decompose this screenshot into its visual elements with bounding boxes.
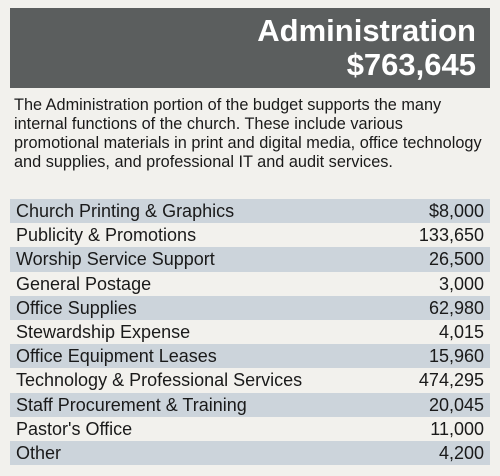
item-name: Staff Procurement & Training	[16, 394, 247, 415]
table-row: Office Supplies 62,980	[10, 295, 490, 320]
item-amount: 133,650	[418, 225, 484, 246]
item-amount: 26,500	[428, 249, 484, 270]
item-amount: $8,000	[428, 201, 484, 221]
table-row: General Postage 3,000	[10, 272, 490, 296]
item-amount: 4,200	[438, 442, 484, 463]
item-amount: 15,960	[428, 346, 484, 367]
table-row: Worship Service Support 26,500	[10, 247, 490, 272]
item-name: Technology & Professional Services	[16, 370, 303, 391]
item-amount: 4,015	[438, 321, 484, 342]
table-row: Church Printing & Graphics $8,000	[10, 199, 490, 224]
table-row: Other 4,200	[10, 440, 490, 466]
table-row: Stewardship Expense 4,015	[10, 320, 490, 344]
item-name: Church Printing & Graphics	[16, 201, 235, 221]
item-name: Other	[16, 442, 62, 463]
item-amount: 20,045	[428, 394, 484, 415]
item-name: Worship Service Support	[16, 249, 215, 270]
item-name: Stewardship Expense	[16, 321, 191, 342]
table-row: Pastor's Office 11,000	[10, 417, 490, 441]
item-amount: 3,000	[438, 273, 484, 294]
item-amount: 474,295	[418, 370, 484, 391]
table-row: Staff Procurement & Training 20,045	[10, 392, 490, 417]
item-name: Office Equipment Leases	[16, 346, 217, 367]
header-amount: $763,645	[346, 47, 476, 82]
item-name: Pastor's Office	[16, 418, 133, 439]
header: Administration $763,645	[10, 8, 490, 88]
item-amount: 62,980	[428, 297, 484, 318]
item-name: General Postage	[16, 273, 152, 294]
table-row: Technology & Professional Services 474,29…	[10, 368, 490, 392]
table-row: Publicity & Promotions 133,650	[10, 223, 490, 247]
item-name: Office Supplies	[16, 297, 137, 318]
item-name: Publicity & Promotions	[16, 225, 197, 246]
description: The Administration portion of the budget…	[14, 96, 482, 171]
header-title: Administration	[257, 13, 476, 48]
table-row: Office Equipment Leases 15,960	[10, 344, 490, 369]
budget-table: Church Printing & Graphics $8,000 Publicit…	[10, 199, 490, 466]
item-amount: 11,000	[430, 418, 484, 439]
